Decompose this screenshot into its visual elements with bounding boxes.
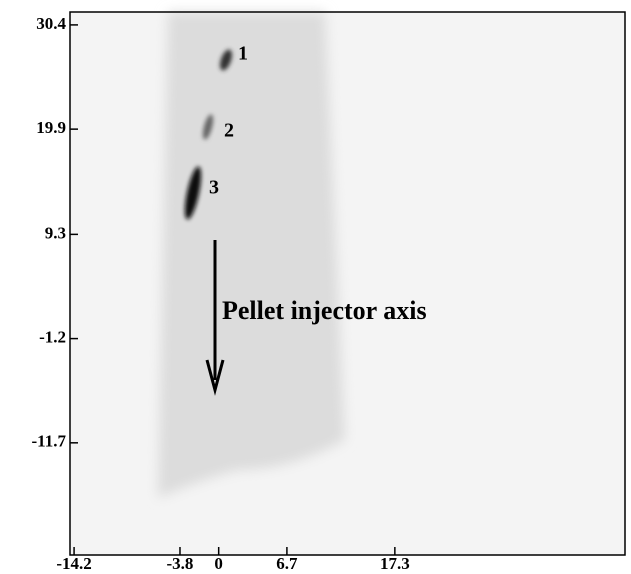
y-tick-label: -1.2 xyxy=(39,328,66,347)
image-band xyxy=(158,12,345,498)
annotation: 3 xyxy=(209,177,219,199)
x-tick-label: -14.2 xyxy=(56,554,91,573)
image-blob xyxy=(202,114,214,140)
x-tick-label: 17.3 xyxy=(380,554,410,573)
image-blob xyxy=(184,166,202,220)
annotation: Pellet injector axis xyxy=(222,296,427,325)
annotation: 2 xyxy=(224,120,234,142)
image-blob xyxy=(219,49,233,71)
plot-frame xyxy=(69,11,626,556)
y-tick-label: 19.9 xyxy=(36,118,66,137)
image-background xyxy=(70,12,625,555)
x-tick-label: 0 xyxy=(214,554,223,573)
y-tick-label: 9.3 xyxy=(45,223,66,242)
arrow-head xyxy=(205,359,225,396)
annotation: 1 xyxy=(238,43,248,65)
x-tick-label: -3.8 xyxy=(167,554,194,573)
y-tick-label: 30.4 xyxy=(36,14,66,33)
x-tick-label: 6.7 xyxy=(276,554,298,573)
y-tick-label: -11.7 xyxy=(32,432,67,451)
